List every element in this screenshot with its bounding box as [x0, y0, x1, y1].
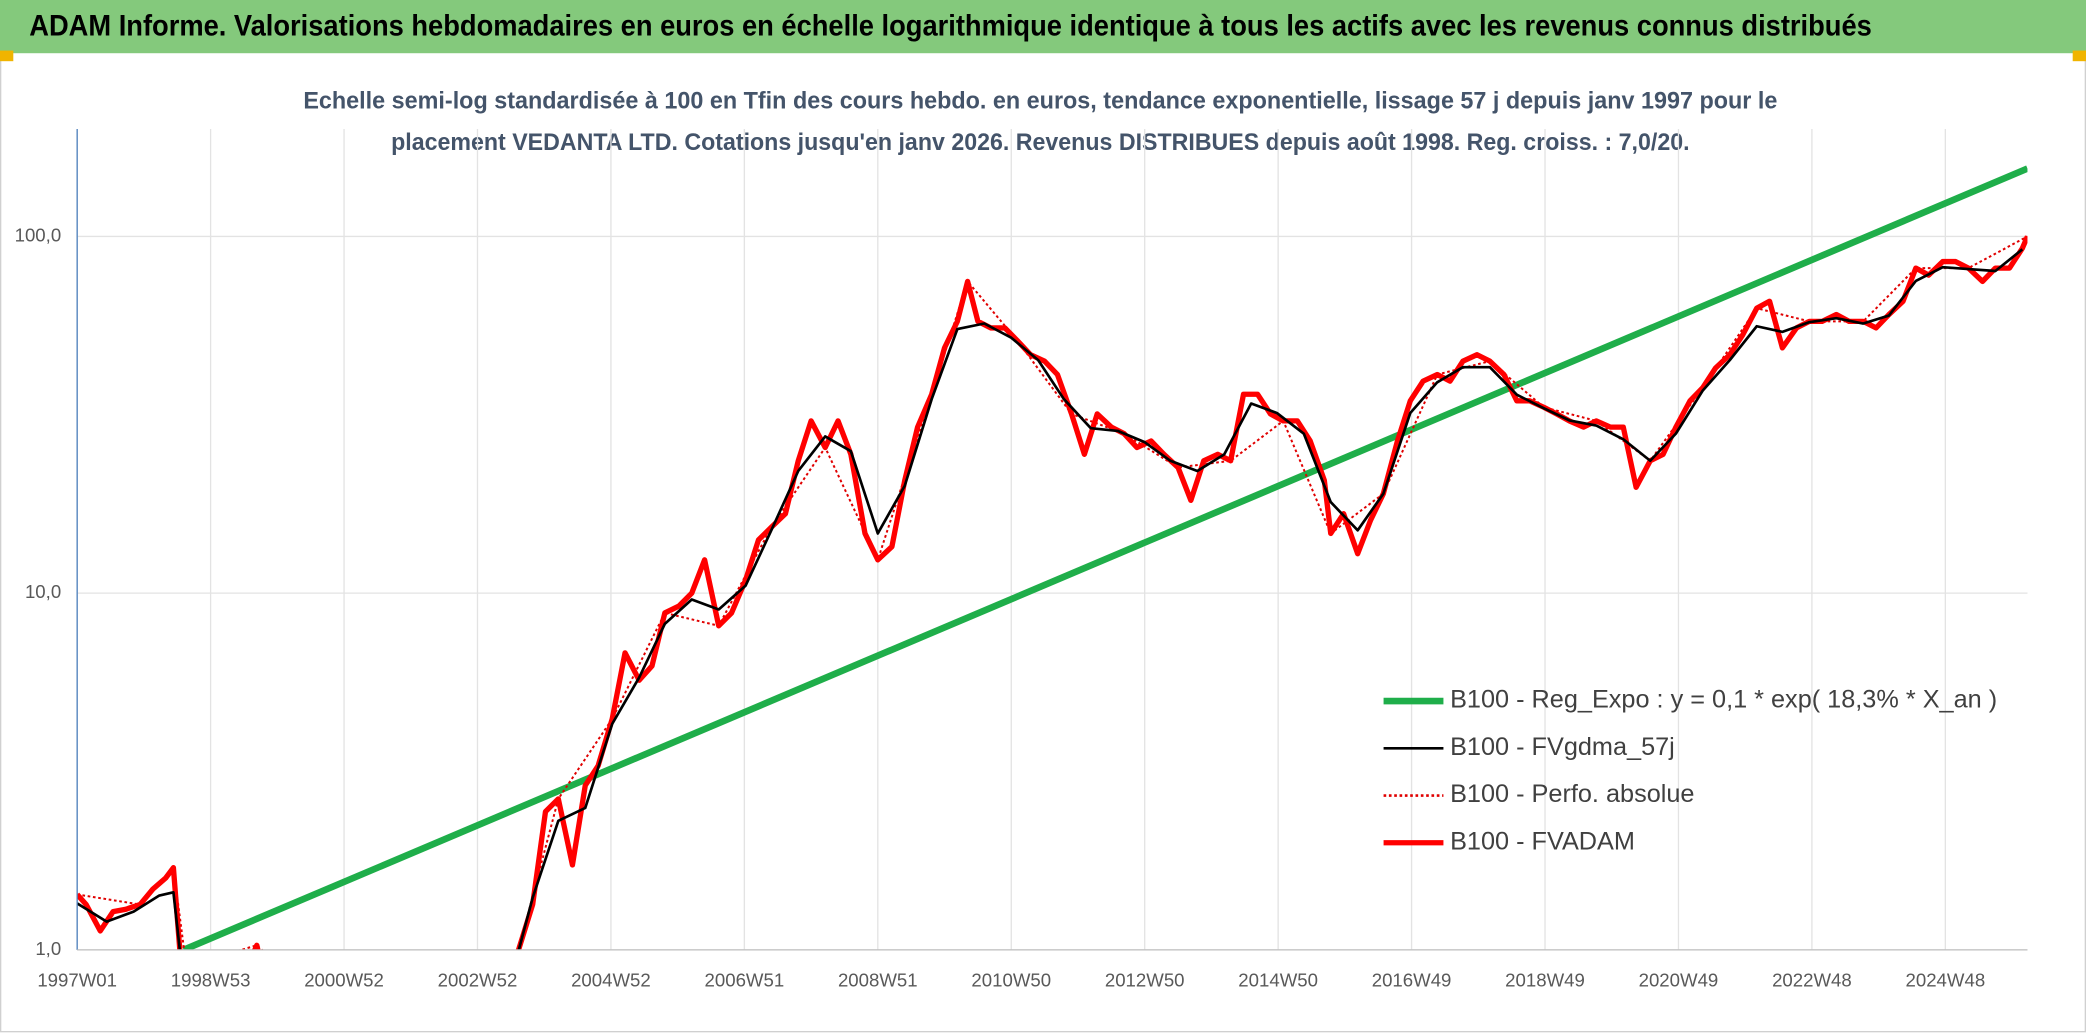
x-tick-label: 1997W01: [37, 970, 117, 991]
x-tick-label: 2020W49: [1639, 970, 1719, 991]
x-tick-label: 2010W50: [971, 970, 1051, 991]
y-tick-label: 100,0: [15, 224, 62, 245]
x-tick-label: 2018W49: [1505, 970, 1585, 991]
x-tick-label: 2006W51: [705, 970, 785, 991]
corner-mark: [2072, 50, 2086, 62]
axes: 1,0 10,0 100,0 1997W01 1998W53 2000W52 2002W52…: [15, 129, 2028, 991]
y-tick-label: 10,0: [25, 581, 61, 602]
x-tick-label: 2016W49: [1372, 970, 1452, 991]
x-tick-label: 2000W52: [304, 970, 384, 991]
x-tick-label: 2014W50: [1238, 970, 1318, 991]
x-tick-label: 2008W51: [838, 970, 918, 991]
legend-label: B100 - FVADAM: [1450, 827, 1635, 855]
plot-area: [77, 165, 2028, 950]
x-tick-label: 2024W48: [1906, 970, 1986, 991]
legend-label: B100 - FVgdma_57j: [1450, 733, 1675, 761]
header-band: [0, 0, 2086, 54]
chart-subtitle: Echelle semi-log standardisée à 100 en T…: [303, 88, 1777, 115]
x-tick-label: 2012W50: [1105, 970, 1185, 991]
series-line: [77, 248, 2024, 950]
corner-mark: [0, 50, 14, 62]
y-tick-label: 1,0: [35, 938, 61, 959]
x-tick-label: 2002W52: [438, 970, 518, 991]
x-tick-label: 2022W48: [1772, 970, 1852, 991]
chart-subtitle: placement VEDANTA LTD. Cotations jusqu'e…: [391, 129, 1689, 156]
series-line: [77, 235, 2028, 950]
legend-label: B100 - Reg_Expo : y = 0,1 * exp( 18,3% *…: [1450, 686, 1997, 714]
series-line: [182, 165, 2028, 950]
x-tick-label: 2004W52: [571, 970, 651, 991]
x-tick-label: 1998W53: [171, 970, 251, 991]
header-title: ADAM Informe. Valorisations hebdomadaire…: [29, 11, 1872, 43]
legend-label: B100 - Perfo. absolue: [1450, 780, 1694, 808]
legend: B100 - Reg_Expo : y = 0,1 * exp( 18,3% *…: [1383, 686, 1997, 855]
